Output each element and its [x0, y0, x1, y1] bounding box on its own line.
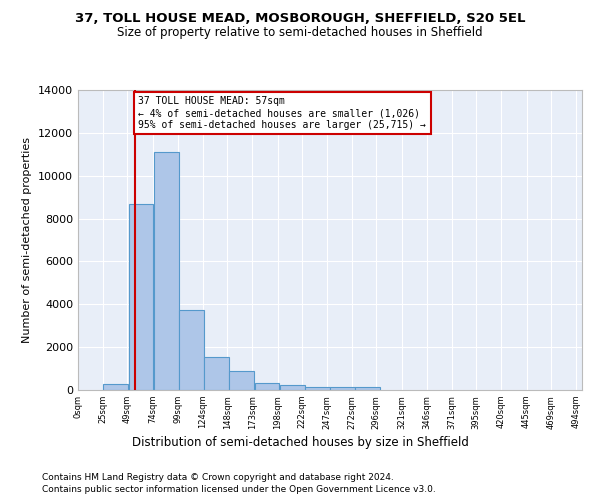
Bar — [128, 204, 154, 390]
Text: Contains HM Land Registry data © Crown copyright and database right 2024.: Contains HM Land Registry data © Crown c… — [42, 472, 394, 482]
Bar — [254, 382, 280, 390]
Text: 37, TOLL HOUSE MEAD, MOSBOROUGH, SHEFFIELD, S20 5EL: 37, TOLL HOUSE MEAD, MOSBOROUGH, SHEFFIE… — [75, 12, 525, 26]
Bar — [229, 370, 254, 390]
Bar — [355, 387, 380, 390]
Y-axis label: Number of semi-detached properties: Number of semi-detached properties — [22, 137, 32, 343]
Text: Size of property relative to semi-detached houses in Sheffield: Size of property relative to semi-detach… — [117, 26, 483, 39]
Bar — [154, 152, 179, 390]
Bar — [204, 357, 229, 390]
Bar — [103, 384, 128, 390]
Text: Contains public sector information licensed under the Open Government Licence v3: Contains public sector information licen… — [42, 485, 436, 494]
Bar — [179, 310, 204, 390]
Text: Distribution of semi-detached houses by size in Sheffield: Distribution of semi-detached houses by … — [131, 436, 469, 449]
Bar — [305, 387, 330, 390]
Bar — [330, 387, 355, 390]
Text: 37 TOLL HOUSE MEAD: 57sqm
← 4% of semi-detached houses are smaller (1,026)
95% o: 37 TOLL HOUSE MEAD: 57sqm ← 4% of semi-d… — [139, 96, 427, 130]
Bar — [280, 384, 305, 390]
